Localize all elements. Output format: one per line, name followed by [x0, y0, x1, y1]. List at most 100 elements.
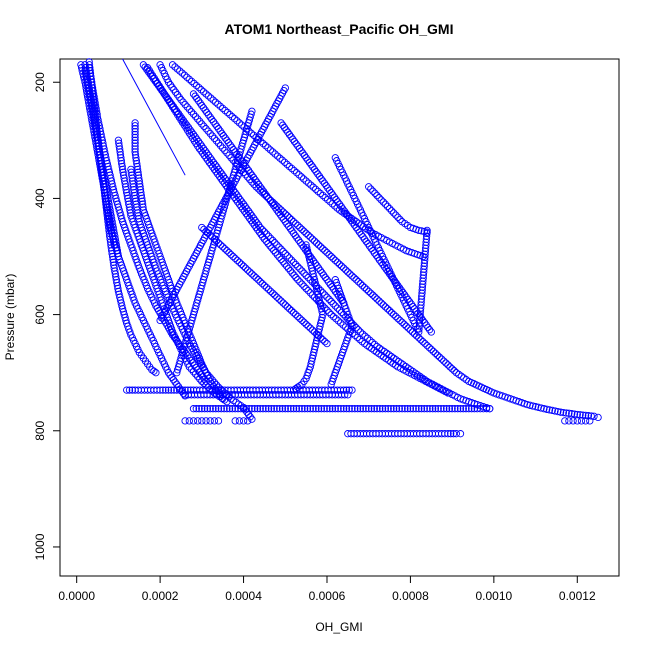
data-point: [456, 430, 465, 438]
data-point: [246, 169, 254, 177]
data-point: [200, 405, 209, 413]
data-point: [185, 417, 193, 425]
data-point: [445, 405, 454, 413]
data-point: [476, 402, 484, 410]
data-point: [352, 218, 360, 226]
data-point: [281, 301, 289, 309]
data-point: [249, 219, 257, 227]
data-point: [85, 101, 93, 110]
data-point: [384, 356, 393, 364]
data-point: [173, 91, 182, 99]
data-point: [402, 322, 410, 330]
data-point: [219, 104, 227, 113]
data-point: [434, 405, 442, 413]
data-point: [573, 410, 581, 419]
data-point: [161, 91, 169, 99]
data-point: [271, 150, 279, 158]
data-point: [229, 252, 237, 261]
data-point: [91, 133, 99, 142]
data-point: [319, 289, 327, 297]
data-point: [435, 353, 444, 361]
data-point: [304, 273, 312, 282]
data-point: [149, 75, 158, 83]
data-point: [349, 219, 357, 227]
data-point: [325, 250, 333, 259]
data-point: [206, 129, 214, 138]
data-point: [455, 370, 463, 379]
data-point: [331, 256, 339, 265]
data-point: [319, 191, 327, 200]
data-point: [191, 112, 200, 121]
data-point: [438, 355, 446, 363]
data-point: [216, 241, 225, 249]
data-point: [385, 307, 394, 315]
data-point: [444, 361, 452, 369]
data-point: [581, 411, 590, 420]
data-point: [331, 302, 339, 310]
data-point: [334, 198, 342, 206]
data-point: [568, 410, 576, 418]
data-point: [340, 405, 348, 413]
data-point: [131, 139, 139, 147]
data-point: [419, 338, 427, 346]
data-point: [133, 206, 141, 214]
data-point: [312, 282, 321, 290]
data-point: [117, 157, 125, 165]
data-point: [289, 258, 298, 266]
data-point: [131, 133, 139, 142]
data-point: [203, 108, 211, 117]
data-point: [391, 361, 400, 369]
data-point: [456, 405, 465, 413]
data-point: [131, 136, 139, 144]
data-point: [273, 293, 281, 301]
data-point: [337, 308, 346, 317]
data-point: [214, 139, 223, 147]
data-point: [192, 81, 201, 90]
data-point: [318, 308, 326, 316]
data-point: [287, 307, 296, 315]
data-point: [187, 108, 196, 116]
data-point: [129, 180, 137, 188]
data-point: [114, 252, 123, 261]
data-point: [92, 142, 101, 150]
data-point: [314, 332, 323, 340]
data-point: [168, 83, 176, 91]
data-point: [124, 194, 132, 203]
y-tick-label: 200: [33, 72, 47, 92]
x-tick-label: 0.0008: [392, 589, 429, 603]
data-point: [264, 285, 273, 294]
data-point: [131, 125, 139, 133]
data-point: [166, 371, 174, 379]
data-point: [594, 413, 602, 422]
data-point: [153, 386, 161, 394]
data-point: [395, 405, 403, 413]
data-point: [110, 238, 118, 246]
data-point: [317, 175, 325, 183]
data-point: [309, 405, 317, 413]
data-point: [95, 159, 104, 168]
data-point: [285, 305, 294, 313]
data-point: [266, 242, 274, 250]
data-point: [310, 237, 319, 245]
data-point: [262, 237, 270, 245]
data-point: [460, 374, 468, 382]
data-point: [289, 386, 298, 394]
data-point: [189, 110, 198, 118]
data-point: [579, 411, 587, 419]
data-point: [482, 404, 491, 412]
data-point: [362, 405, 370, 413]
data-point: [417, 336, 425, 344]
data-point: [317, 405, 326, 413]
data-point: [373, 295, 381, 303]
data-point: [214, 405, 223, 413]
data-point: [440, 405, 448, 413]
data-point: [294, 236, 303, 244]
data-point: [198, 120, 206, 128]
data-point: [185, 363, 193, 371]
data-point: [304, 179, 313, 187]
data-point: [268, 244, 276, 252]
data-point: [422, 235, 431, 243]
data-point: [278, 213, 286, 221]
x-tick-label: 0.0000: [58, 589, 95, 603]
data-point: [392, 312, 400, 321]
